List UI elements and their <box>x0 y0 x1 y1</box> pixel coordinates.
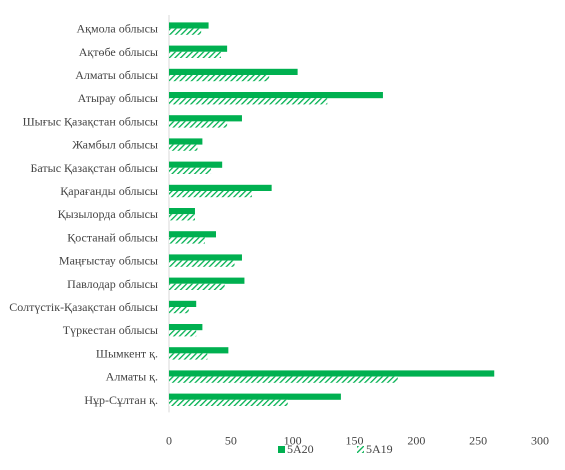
bar-series2-15 <box>169 376 398 383</box>
bar-series1-14 <box>169 347 229 354</box>
bar-series1-3 <box>169 92 383 99</box>
x-tick-label: 150 <box>346 433 364 447</box>
bar-series2-0 <box>169 28 202 35</box>
legend-swatch-1 <box>278 446 285 453</box>
category-label: Ақтөбе облысы <box>79 45 158 59</box>
bar-series2-3 <box>169 98 328 105</box>
legend: 5А20 5А19 <box>278 442 393 456</box>
bar-series2-5 <box>169 144 198 151</box>
bar-series1-1 <box>169 45 228 52</box>
bar-series2-4 <box>169 121 228 128</box>
bar-series1-11 <box>169 277 245 284</box>
category-label: Алматы облысы <box>75 68 158 82</box>
category-label: Қарағанды облысы <box>60 184 158 198</box>
bar-series1-2 <box>169 68 298 75</box>
category-label: Қостанай облысы <box>67 230 158 244</box>
category-label: Павлодар облысы <box>67 277 158 291</box>
x-tick-label: 50 <box>225 433 237 447</box>
bar-series1-5 <box>169 138 203 145</box>
category-label: Нұр-Сұлтан қ. <box>84 393 158 407</box>
bar-series1-7 <box>169 184 272 191</box>
bar-series2-10 <box>169 260 235 267</box>
bar-series2-14 <box>169 353 208 360</box>
bar-series1-10 <box>169 254 242 261</box>
tick-labels: 0 50 100 150 200 250 300 <box>166 433 549 447</box>
category-label: Жамбыл облысы <box>72 138 158 152</box>
category-label: Қызылорда облысы <box>58 207 158 221</box>
bar-series2-2 <box>169 75 270 82</box>
bar-series2-11 <box>169 283 225 290</box>
bars-layer <box>169 22 495 406</box>
bar-series2-6 <box>169 167 212 174</box>
category-label: Батыс Қазақстан облысы <box>31 161 158 175</box>
category-label: Ақмола облысы <box>77 22 159 36</box>
bar-series1-6 <box>169 161 223 168</box>
category-label: Түркестан облысы <box>63 323 158 337</box>
bar-series1-4 <box>169 115 242 122</box>
legend-label-2: 5А19 <box>366 442 393 456</box>
x-tick-label: 250 <box>469 433 487 447</box>
category-label: Маңғыстау облысы <box>59 254 158 268</box>
bar-series2-13 <box>169 330 197 337</box>
bar-series2-9 <box>169 237 205 244</box>
category-label: Шығыс Қазақстан облысы <box>23 114 158 128</box>
bar-series2-12 <box>169 307 189 314</box>
x-tick-label: 100 <box>284 433 302 447</box>
category-label: Атырау облысы <box>78 91 158 105</box>
bar-series1-16 <box>169 393 341 400</box>
bar-series2-1 <box>169 51 221 58</box>
x-tick-label: 0 <box>166 433 172 447</box>
bar-series1-15 <box>169 370 495 377</box>
legend-label-1: 5А20 <box>287 442 314 456</box>
bar-series2-16 <box>169 399 288 406</box>
x-tick-label: 200 <box>407 433 425 447</box>
bar-series1-12 <box>169 300 197 307</box>
bar-series1-8 <box>169 208 195 215</box>
category-label: Шымкент қ. <box>96 346 158 360</box>
x-tick-label: 300 <box>531 433 549 447</box>
category-label: Алматы қ. <box>106 370 158 384</box>
bar-series1-9 <box>169 231 216 238</box>
category-label: Солтүстік-Қазақстан облысы <box>9 300 158 314</box>
legend-swatch-2 <box>357 446 364 453</box>
bar-series1-13 <box>169 324 203 331</box>
bar-series2-7 <box>169 191 252 198</box>
bar-series2-8 <box>169 214 195 221</box>
category-labels: Ақмола облысы Ақтөбе облысы Алматы облысы А… <box>9 22 158 407</box>
bar-series1-0 <box>169 22 209 29</box>
